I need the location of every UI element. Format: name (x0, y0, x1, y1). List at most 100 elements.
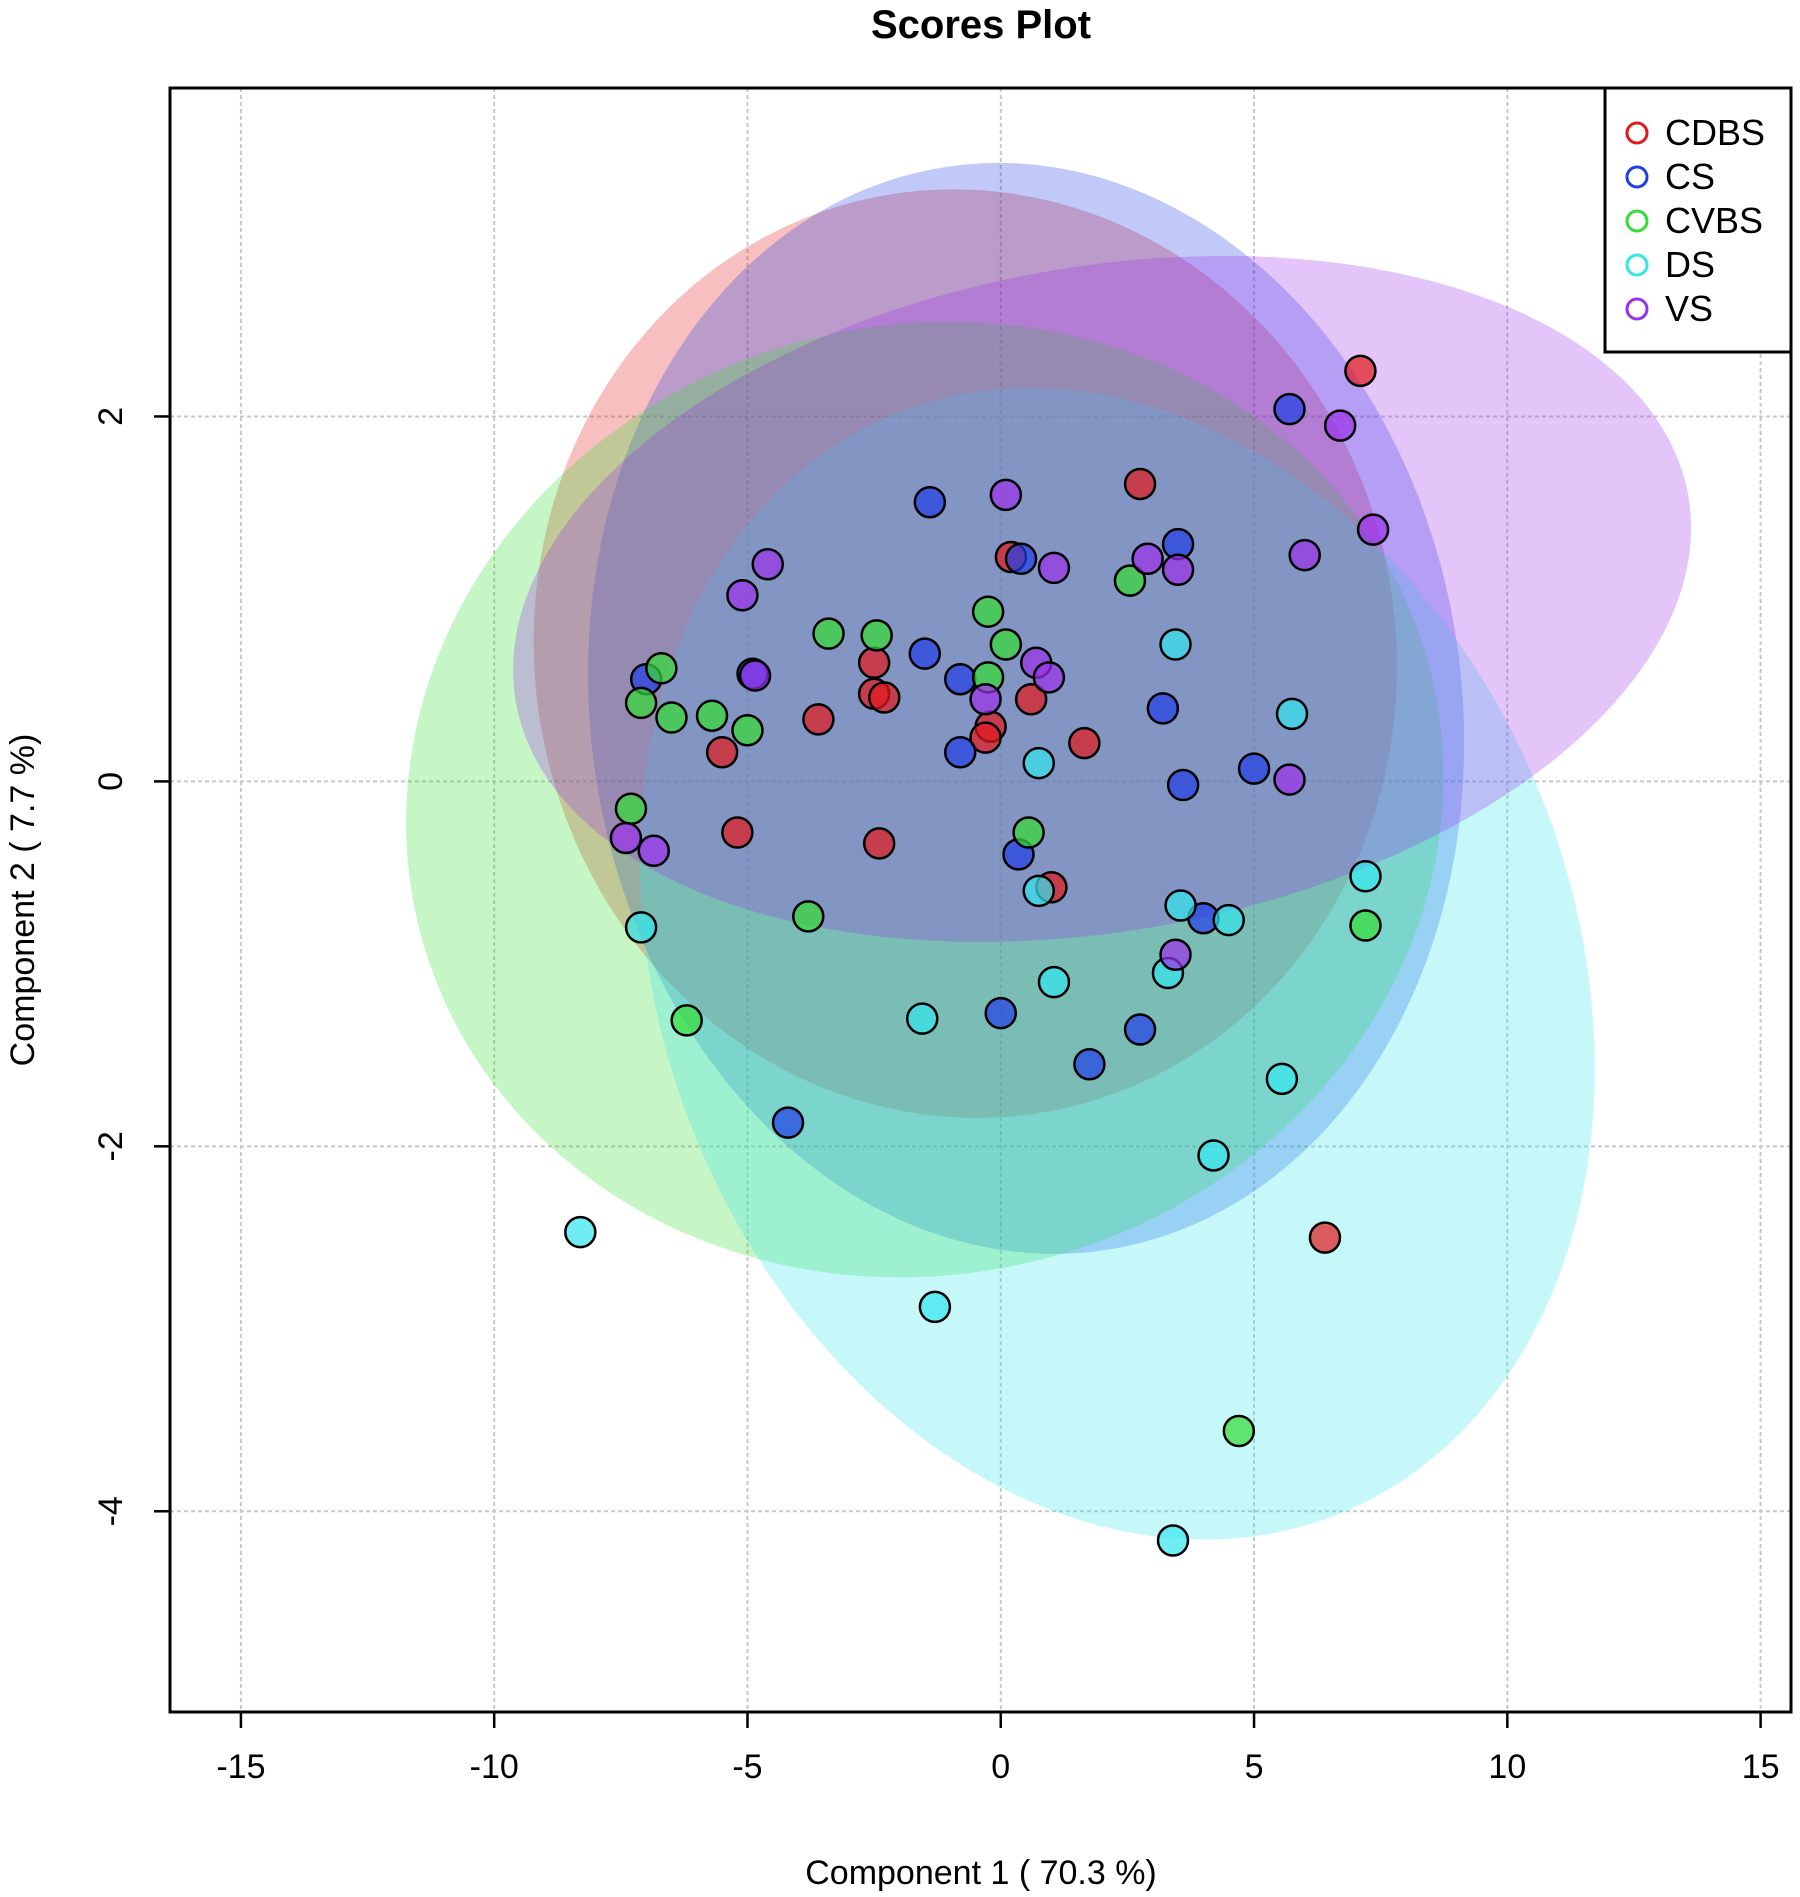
point-cs (1004, 542, 1038, 576)
point-vs (969, 683, 1002, 716)
grid-lines (170, 88, 1791, 1712)
point-vs (1037, 551, 1071, 585)
point-cvbs (614, 792, 648, 826)
legend-marker-ds (1625, 253, 1649, 277)
point-cdbs (721, 816, 754, 849)
legend-label-cvbs: CVBS (1665, 200, 1763, 241)
point-cvbs (989, 628, 1023, 661)
x-tick-label: -5 (732, 1748, 762, 1786)
point-cvbs (670, 1004, 703, 1037)
y-axis: -4 -2 0 2 (92, 407, 170, 1526)
point-cvbs (1222, 1414, 1256, 1448)
point-cdbs (1123, 467, 1157, 501)
x-axis-label: Component 1 ( 70.3 %) (805, 1854, 1157, 1892)
score-points (564, 354, 1390, 1557)
y-tick-label: 0 (92, 772, 130, 791)
point-cs (1073, 1047, 1106, 1081)
point-cdbs (862, 827, 896, 860)
point-ds (905, 1002, 939, 1035)
point-cs (1166, 768, 1200, 802)
point-cvbs (655, 701, 688, 734)
point-cvbs (624, 686, 658, 720)
point-ds (564, 1215, 597, 1249)
point-cvbs (1012, 816, 1045, 849)
point-vs (738, 659, 772, 692)
point-vs (1273, 763, 1306, 796)
point-cs (1146, 692, 1180, 725)
ellipse-cdbs (533, 189, 1397, 1118)
x-tick-label: 0 (991, 1748, 1010, 1786)
point-cdbs (802, 703, 835, 736)
point-cvbs (860, 619, 893, 652)
point-vs (989, 478, 1023, 512)
point-vs (1131, 542, 1164, 576)
point-cs (1237, 752, 1271, 785)
point-cdbs (868, 681, 901, 714)
point-ds (624, 911, 658, 944)
point-ds (1164, 889, 1197, 922)
point-cvbs (812, 617, 845, 650)
point-cvbs (645, 652, 678, 685)
ellipse-vs (513, 255, 1692, 942)
point-cs (908, 637, 942, 670)
point-cdbs (1344, 354, 1377, 388)
point-vs (1323, 409, 1357, 442)
legend-marker-vs (1625, 297, 1649, 321)
point-cs (1273, 392, 1306, 426)
point-ds (1022, 874, 1056, 908)
point-cdbs (1068, 726, 1101, 760)
legend-label-cs: CS (1665, 156, 1715, 197)
point-cdbs (857, 646, 891, 680)
point-cvbs (1113, 564, 1147, 597)
legend-box (1603, 86, 1793, 354)
chart-title: Scores Plot (871, 3, 1091, 47)
point-ds (1022, 746, 1056, 780)
point-vs (751, 548, 784, 581)
y-axis-label: Component 2 ( 7.7 %) (4, 734, 42, 1067)
legend-marker-cvbs (1625, 209, 1649, 233)
point-cvbs (1349, 909, 1382, 942)
point-vs (1356, 513, 1390, 546)
point-cdbs (1308, 1221, 1342, 1254)
point-vs (637, 834, 671, 867)
x-tick-label: 10 (1488, 1748, 1526, 1786)
y-tick-label: -2 (92, 1131, 130, 1161)
point-cvbs (792, 900, 825, 933)
x-tick-label: -10 (470, 1748, 519, 1786)
y-tick-label: 2 (92, 407, 130, 426)
x-tick-label: 15 (1742, 1748, 1780, 1786)
point-ds (1265, 1062, 1299, 1096)
point-vs (1288, 538, 1321, 572)
point-cs (943, 662, 977, 696)
x-tick-label: -15 (216, 1748, 265, 1786)
point-ds (1197, 1139, 1230, 1172)
point-ds (1037, 965, 1071, 999)
point-cdbs (1014, 683, 1048, 716)
point-cdbs (705, 735, 739, 769)
legend-marker-cs (1625, 165, 1649, 189)
point-vs (609, 821, 643, 855)
legend-label-vs: VS (1665, 288, 1713, 329)
point-ds (1349, 860, 1382, 893)
point-vs (726, 579, 759, 612)
point-ds (1159, 628, 1192, 661)
point-cvbs (695, 699, 729, 732)
point-cdbs (969, 721, 1002, 754)
legend-label-ds: DS (1665, 244, 1715, 285)
point-cs (943, 735, 977, 769)
point-ds (918, 1290, 952, 1324)
point-cvbs (731, 714, 764, 747)
y-tick-label: -4 (92, 1496, 130, 1526)
point-ds (1156, 1524, 1190, 1557)
point-vs (1032, 661, 1066, 694)
x-axis: -15 -10 -5 0 5 10 15 (216, 1712, 1780, 1786)
point-cs (984, 996, 1018, 1030)
point-cvbs (971, 595, 1005, 628)
point-ds (1275, 697, 1309, 731)
point-vs (1159, 938, 1192, 971)
point-cs (1123, 1013, 1157, 1046)
plot-frame (168, 86, 1793, 1714)
point-cs (771, 1106, 805, 1139)
legend-label-cdbs: CDBS (1665, 112, 1765, 153)
